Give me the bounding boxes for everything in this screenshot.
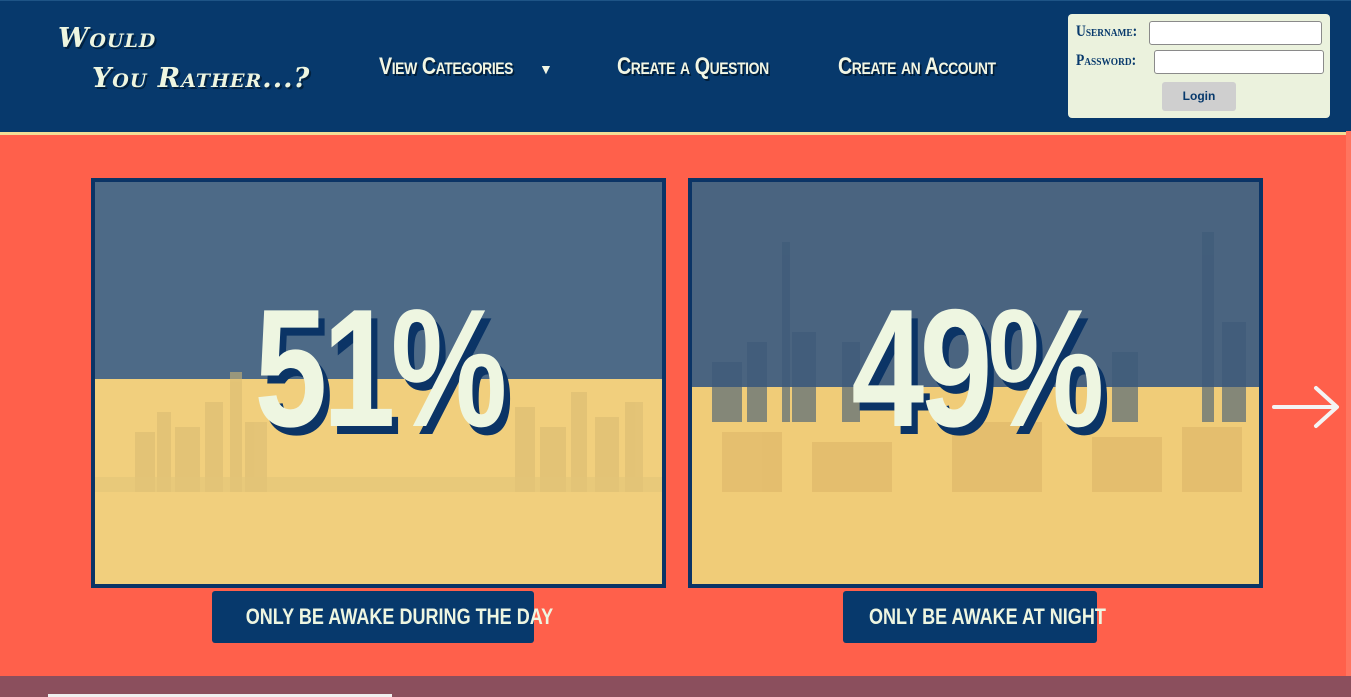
choice-day-button[interactable]: ONLY BE AWAKE DURING THE DAY: [212, 591, 553, 643]
percent-value: 51%: [254, 274, 507, 462]
choice-night-label: ONLY BE AWAKE AT NIGHT: [869, 604, 1106, 629]
nav-create-account[interactable]: Create an Account: [838, 53, 996, 80]
footer-bar: [0, 676, 1351, 697]
logo-line-2: You Rather...?: [92, 63, 311, 94]
skyline-image: [95, 372, 662, 492]
username-label: Username:: [1076, 23, 1138, 40]
site-logo[interactable]: Would You Rather...?: [58, 23, 328, 103]
password-input[interactable]: [1154, 50, 1324, 74]
logo-line-1: Would: [58, 23, 157, 54]
site-header: Would You Rather...? View Categories ▼ C…: [0, 0, 1351, 135]
nav-view-categories[interactable]: View Categories: [379, 53, 514, 80]
option-panel-day[interactable]: 51%: [91, 178, 666, 588]
right-edge: [1346, 131, 1351, 676]
choice-day-label: ONLY BE AWAKE DURING THE DAY: [245, 604, 554, 629]
password-label: Password:: [1076, 52, 1137, 69]
choice-night-button[interactable]: ONLY BE AWAKE AT NIGHT: [843, 591, 1106, 643]
skyline-image: [712, 232, 1246, 492]
caret-down-icon[interactable]: ▼: [539, 61, 553, 77]
username-input[interactable]: [1149, 21, 1322, 45]
footer-divider: [48, 694, 392, 697]
panel-sky: [95, 182, 662, 379]
login-button[interactable]: Login: [1162, 82, 1236, 111]
percent-value: 49%: [851, 274, 1104, 462]
login-form: Username: Password: Login: [1068, 14, 1330, 118]
arrow-right-icon[interactable]: [1272, 384, 1342, 430]
option-panel-night[interactable]: 49%: [688, 178, 1263, 588]
nav-create-question[interactable]: Create a Question: [617, 53, 769, 80]
